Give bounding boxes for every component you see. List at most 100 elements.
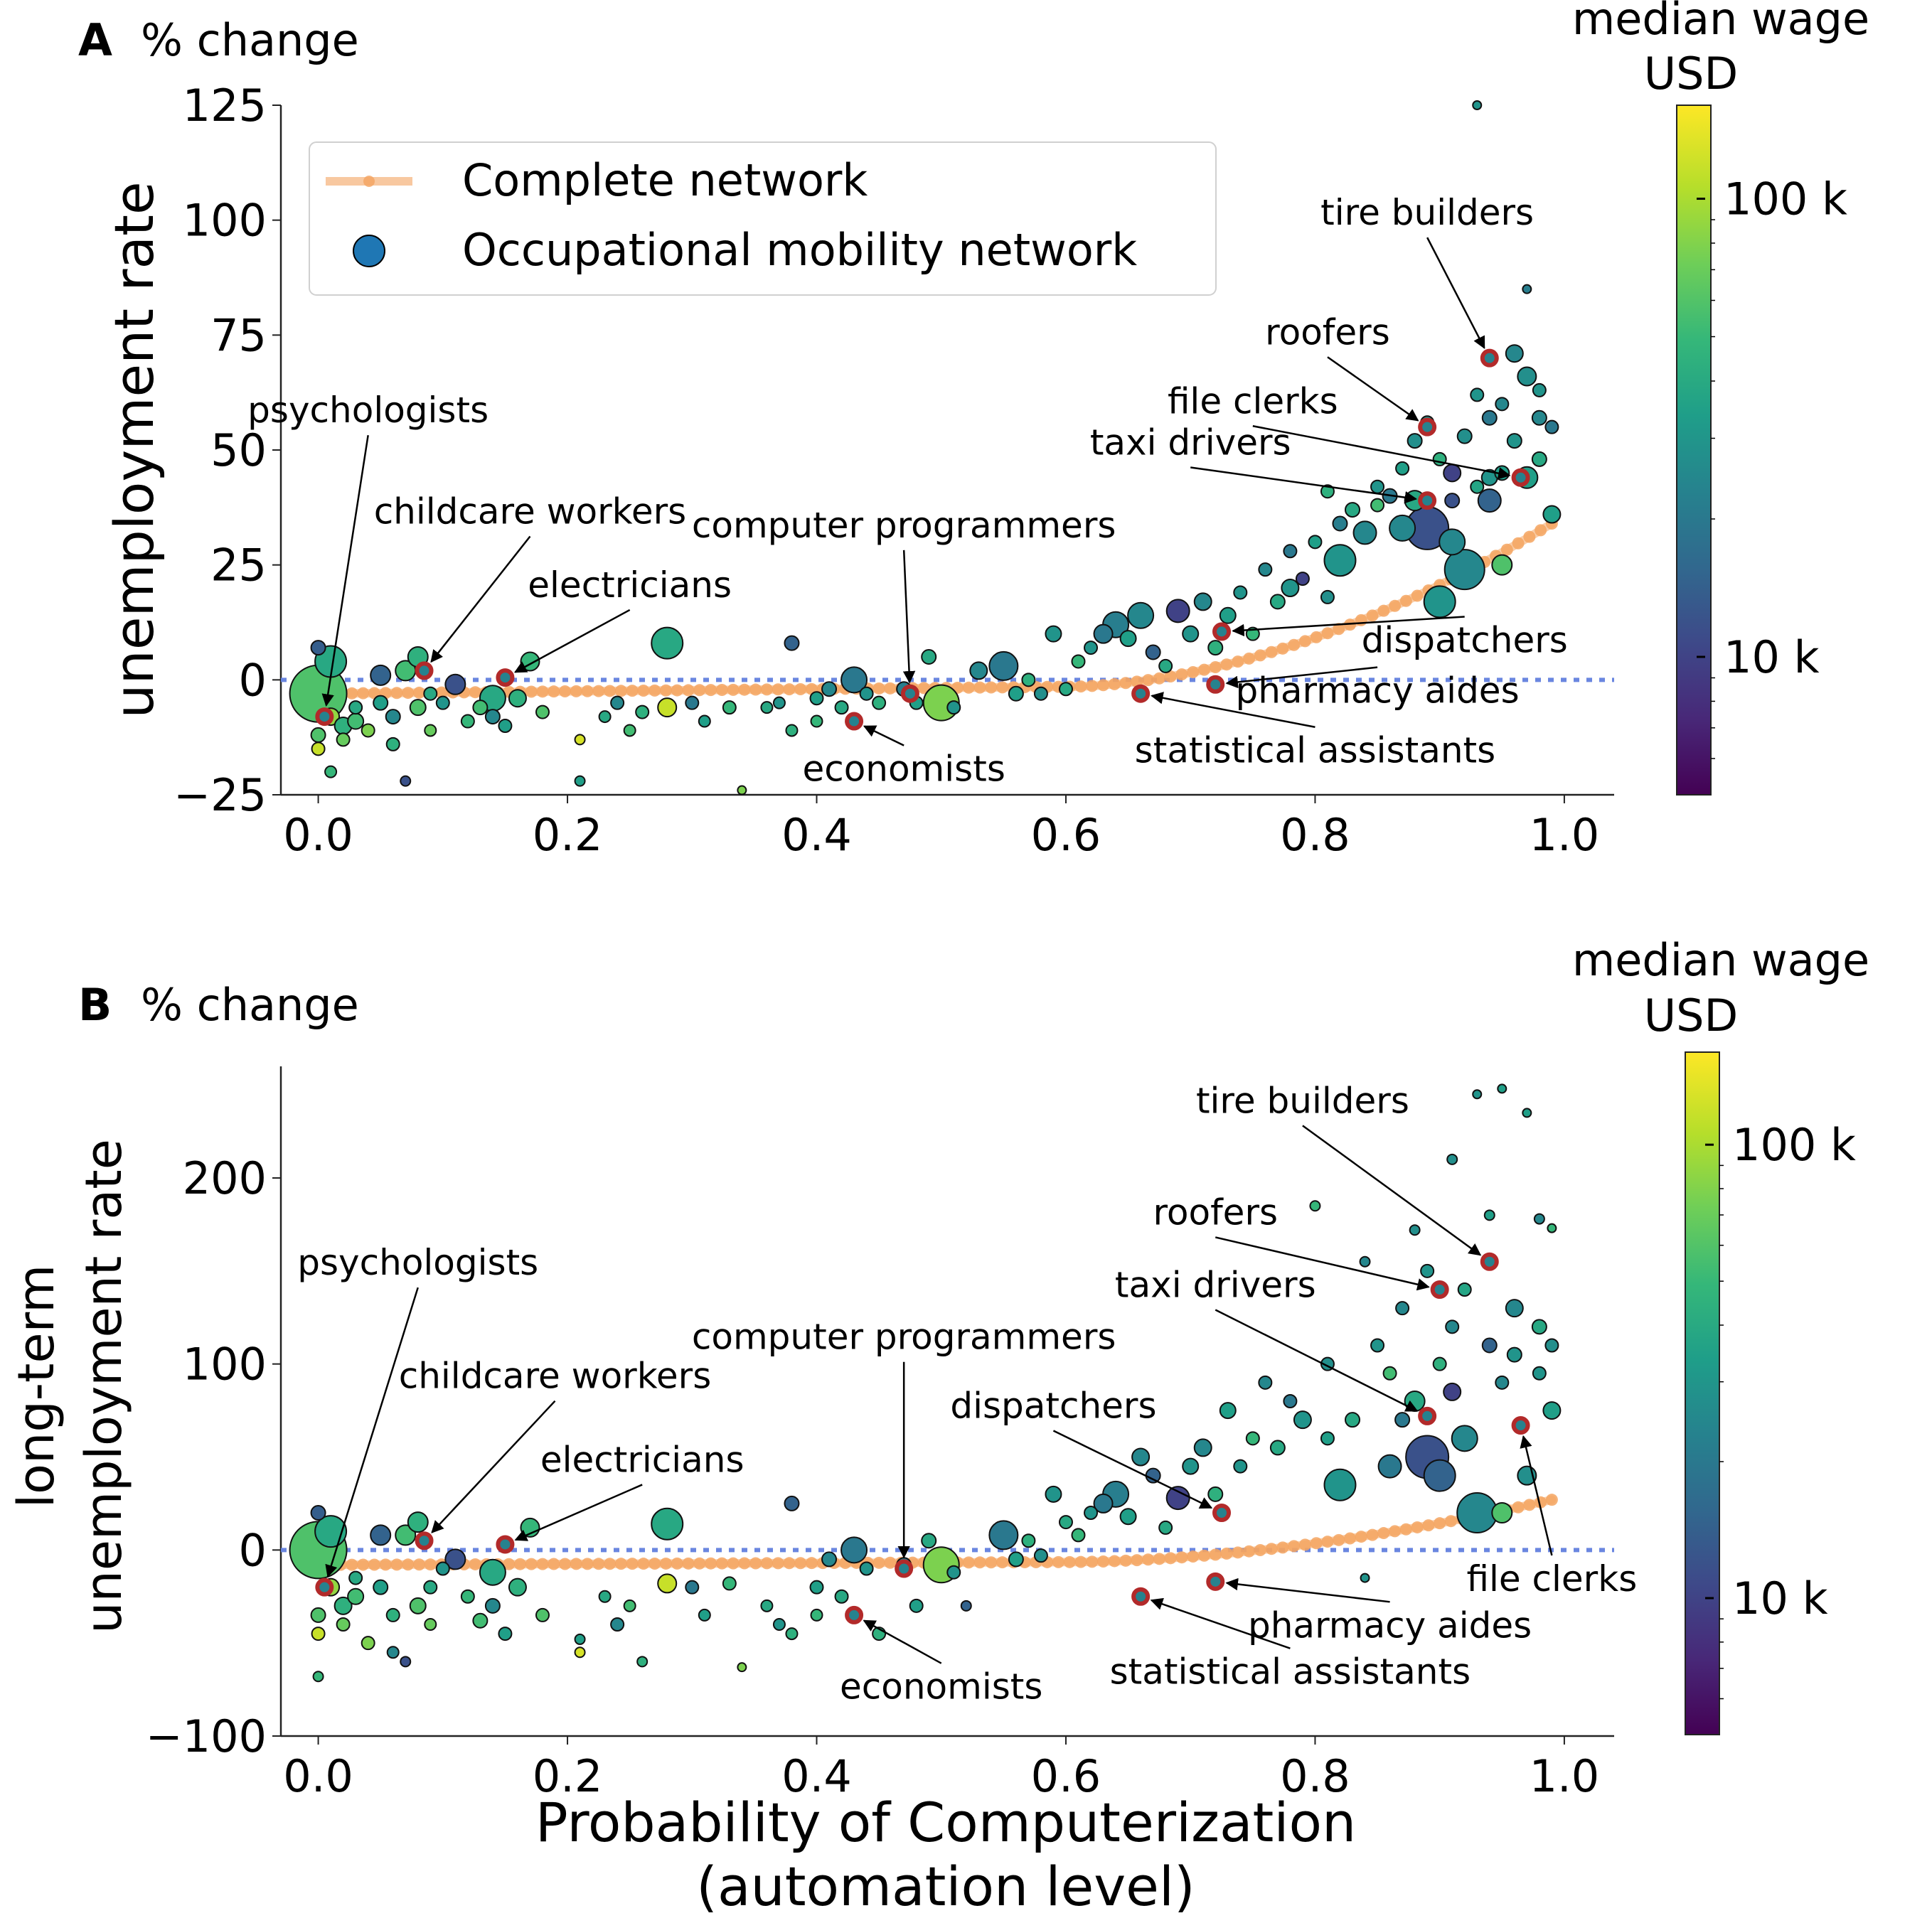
complete-network-point [682,1557,695,1570]
omn-point [1219,1402,1237,1420]
omn-point [1127,601,1155,629]
omn-point [1420,1263,1435,1278]
omn-point [484,1597,501,1614]
omn-point [772,696,786,709]
complete-network-point [1444,1515,1457,1528]
annotation-arrow [1302,1125,1482,1256]
complete-network-point [1321,1536,1334,1548]
complete-network-point [1254,649,1266,662]
omn-point [810,714,823,728]
omn-point [598,1590,612,1603]
omn-point [370,1524,392,1546]
complete-network-point [435,686,448,699]
annotation-arrow [431,1400,556,1533]
complete-network-point [1086,680,1099,692]
omn-point [1207,1486,1224,1502]
complete-network-point [1298,1538,1311,1551]
annotation-label: tire builders [1196,1080,1409,1121]
annotation-arrow [1327,356,1419,422]
complete-network-point [884,1556,897,1569]
complete-network-point [649,1558,661,1570]
omn-point [1182,1457,1200,1475]
panel-letter: B [78,979,112,1031]
complete-network-point [1197,663,1210,676]
omn-point [1058,1515,1073,1530]
complete-network-point [581,1558,594,1570]
omn-point [1481,409,1498,426]
omn-point [400,775,412,787]
colorbar-ticks: 10 k 100 k [1697,173,1847,759]
complete-network-point [413,686,426,699]
omn-points [289,1083,1562,1683]
complete-network-point [1220,658,1233,671]
complete-network-point [1535,524,1547,537]
highlighted-points [315,1252,1530,1624]
omn-point [698,1608,711,1622]
complete-network-point [749,683,762,696]
complete-network-point [985,681,998,694]
omn-point [1544,1338,1559,1353]
omn-point [1382,1366,1397,1381]
complete-network-point [1276,642,1289,655]
complete-network-point [1389,599,1402,612]
complete-network-point [604,1558,617,1570]
complete-network-point [1164,670,1177,683]
y-tick-label: 125 [183,80,267,132]
highlighted-point [1480,1252,1499,1271]
omn-point [1207,640,1224,656]
x-tick-label: 0.6 [1031,1750,1101,1802]
omn-point [1505,1299,1524,1318]
annotation-label: statistical assistants [1135,730,1496,771]
highlighted-point [1511,1416,1530,1435]
omn-point [1360,1573,1370,1583]
omn-point [1522,1108,1532,1118]
omn-point [1045,1485,1062,1503]
omn-point [872,695,887,710]
complete-network-point [1265,646,1278,658]
omn-point [946,1565,961,1580]
complete-network-point [1500,543,1513,556]
annotation-label: childcare workers [399,1356,712,1397]
annotation-arrow [1232,616,1465,637]
omn-point [785,1627,799,1641]
complete-network-point [1243,652,1256,665]
complete-network-point [1276,1541,1289,1554]
complete-network-point [1377,604,1390,617]
colorbar-title-unit: USD [1644,990,1738,1041]
complete-network-point [872,1556,885,1569]
complete-network-point [1411,589,1424,602]
omn-point [809,691,824,706]
complete-network-point [693,684,706,697]
complete-network-point [1321,627,1334,640]
omn-point [1131,1447,1151,1467]
legend-dot-marker [363,176,375,187]
complete-network-point [346,687,358,700]
highlighted-point [895,1559,914,1578]
omn-point [1233,1459,1248,1474]
omn-point [1193,1438,1212,1457]
y-tick-label: 25 [210,540,267,591]
omn-point [859,686,874,701]
colorbar-gradient [1676,105,1712,796]
omn-point [834,700,849,715]
omn-point [1470,387,1485,402]
complete-network-point [379,1558,392,1571]
annotation-label: taxi drivers [1090,422,1291,463]
omn-point [623,724,636,737]
complete-network-point [1074,1555,1087,1568]
omn-point [1093,1493,1114,1514]
omn-point [722,700,737,715]
omn-point [1258,1375,1273,1390]
omn-point [1084,641,1099,655]
panel-title: % change [141,14,359,66]
complete-network-point [1288,1540,1301,1553]
omn-point [472,700,489,716]
axes-b: −100 0 100 200 0.0 0.2 0.4 0.6 0.8 1.0 [146,1066,1614,1802]
highlighted-point [415,1531,434,1550]
complete-network-point [368,1558,380,1571]
axes-a: −25 0 25 50 75 100 125 0.0 0.2 0.4 0.6 0.8 1.0 [174,80,1614,861]
highlighted-point [1480,348,1499,368]
omn-point [1389,514,1416,542]
annotation-label: pharmacy aides [1248,1605,1532,1646]
omn-point [460,1589,475,1604]
